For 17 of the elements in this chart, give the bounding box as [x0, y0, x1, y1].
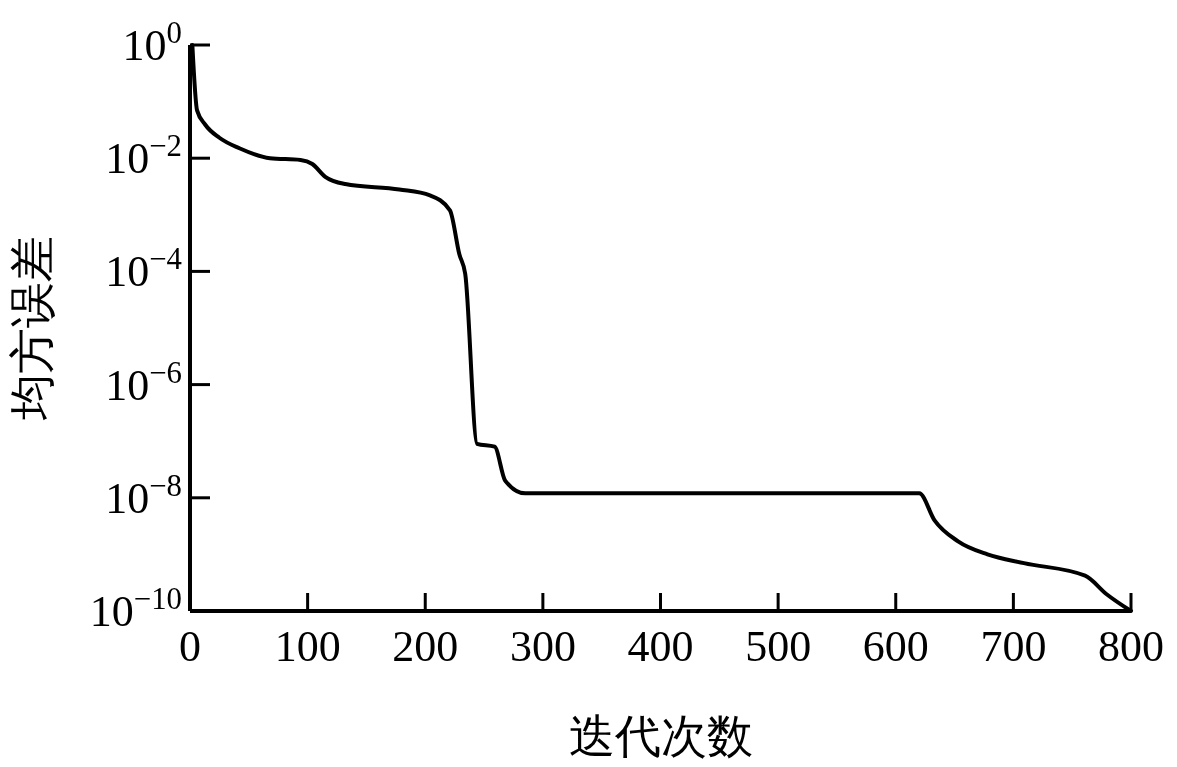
x-tick-label: 400 [627, 622, 694, 671]
x-tick-label: 200 [392, 622, 459, 671]
x-axis-title: 迭代次数 [568, 711, 753, 762]
x-tick-label: 700 [980, 622, 1047, 671]
x-tick-label: 800 [1098, 622, 1164, 671]
x-tick-label: 100 [274, 622, 341, 671]
x-tick-label: 0 [179, 622, 201, 671]
y-tick-label: 10$^{−2}$ [105, 129, 182, 184]
y-tick-label: 10$^{−10}$ [89, 582, 182, 636]
y-tick-label: 10$^{−6}$ [105, 355, 182, 410]
y-tick-label: 10$^{−4}$ [105, 242, 182, 297]
x-tick-label: 500 [745, 622, 812, 671]
y-axis-title: 均方误差 [7, 236, 58, 421]
x-tick-label: 300 [509, 622, 576, 671]
x-tick-label: 600 [862, 622, 929, 671]
y-tick-label: 10$^{−8}$ [105, 468, 182, 523]
y-tick-label: 10$^{0}$ [122, 16, 182, 70]
